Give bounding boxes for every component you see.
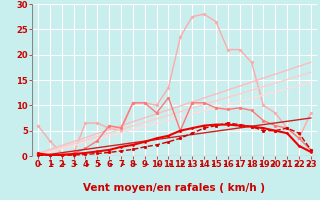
X-axis label: Vent moyen/en rafales ( km/h ): Vent moyen/en rafales ( km/h )	[84, 183, 265, 193]
